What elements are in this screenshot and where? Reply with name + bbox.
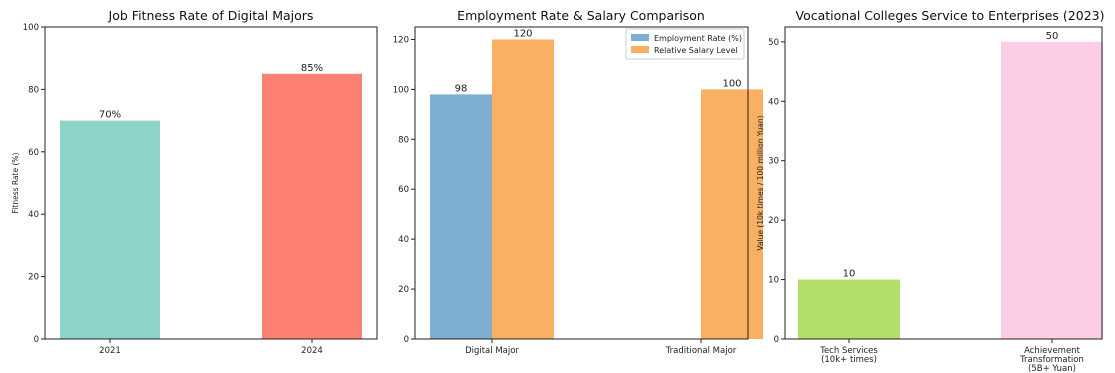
data-label: 98 — [455, 83, 468, 94]
bar — [492, 39, 554, 339]
y-tick-label: 30 — [768, 157, 779, 167]
y-tick-label: 20 — [28, 273, 39, 283]
x-tick-label: Digital Major — [465, 346, 519, 356]
x-tick-label: Tech Services (10k+ times) — [819, 346, 878, 365]
y-tick-label: 50 — [768, 38, 779, 48]
x-tick-label: Achievement Transformation (5B+ Yuan) — [1019, 346, 1084, 373]
bar — [798, 279, 900, 339]
y-tick-label: 60 — [28, 148, 39, 158]
chart-title: Vocational Colleges Service to Enterpris… — [796, 8, 1105, 23]
legend-swatch — [631, 46, 649, 53]
x-tick-label: 2021 — [99, 346, 121, 356]
y-tick-label: 10 — [768, 276, 779, 286]
y-axis-label: Fitness Rate (%) — [11, 152, 20, 213]
y-tick-label: 120 — [393, 35, 409, 45]
x-tick-label: 2024 — [301, 346, 323, 356]
data-label: 85% — [301, 63, 323, 74]
y-tick-label: 60 — [398, 185, 409, 195]
plot-area-frame — [414, 26, 749, 340]
legend-label: Relative Salary Level — [654, 46, 738, 55]
y-tick-label: 80 — [28, 85, 39, 95]
y-tick-label: 0 — [34, 335, 39, 345]
data-label: 100 — [722, 78, 741, 89]
data-label: 70% — [99, 110, 121, 121]
bar — [701, 89, 763, 340]
panel-vocational-service: Vocational Colleges Service to Enterpris… — [756, 8, 1104, 373]
chart-title: Job Fitness Rate of Digital Majors — [108, 8, 314, 23]
panel-job-fitness: Job Fitness Rate of Digital Majors Fitne… — [11, 8, 378, 356]
legend-box — [625, 28, 745, 60]
panel-employment-salary: Employment Rate & Salary Comparison 0 20 4… — [393, 8, 763, 356]
y-tick-label: 40 — [768, 97, 779, 107]
plot-area-frame — [44, 26, 378, 340]
y-tick-label: 20 — [768, 216, 779, 226]
y-tick-label: 40 — [398, 235, 409, 245]
plot-area-frame — [784, 26, 1103, 340]
y-tick-label: 80 — [398, 135, 409, 145]
bar — [262, 73, 362, 340]
y-tick-label: 0 — [404, 335, 409, 345]
legend-swatch — [631, 34, 649, 41]
y-tick-label: 100 — [393, 85, 409, 95]
y-tick-label: 0 — [774, 335, 779, 345]
bar — [60, 120, 160, 339]
y-tick-label: 100 — [23, 23, 39, 33]
y-tick-label: 20 — [398, 285, 409, 295]
data-label: 50 — [1046, 31, 1059, 42]
y-tick-label: 40 — [28, 210, 39, 220]
chart-title: Employment Rate & Salary Comparison — [457, 8, 705, 23]
x-tick-label: Traditional Major — [665, 346, 737, 356]
bar — [1001, 41, 1103, 339]
y-axis-label: Value (10k times / 100 million Yuan) — [756, 115, 765, 250]
legend-label: Employment Rate (%) — [654, 34, 742, 43]
bar — [430, 94, 492, 339]
data-label: 10 — [843, 269, 856, 280]
data-label: 120 — [513, 28, 532, 39]
